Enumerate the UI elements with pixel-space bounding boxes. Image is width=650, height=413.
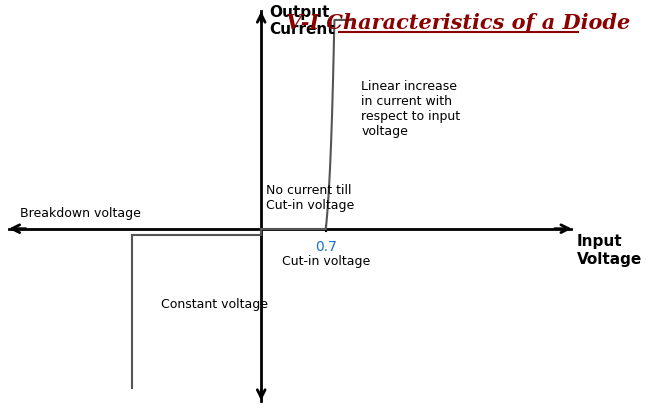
Text: V-I Characteristics of a Diode: V-I Characteristics of a Diode xyxy=(286,13,630,33)
Text: Breakdown voltage: Breakdown voltage xyxy=(20,206,141,219)
Text: Linear increase
in current with
respect to input
voltage: Linear increase in current with respect … xyxy=(361,80,460,138)
Text: Cut-in voltage: Cut-in voltage xyxy=(281,254,370,267)
Text: Constant voltage: Constant voltage xyxy=(161,297,268,310)
Text: No current till
Cut-in voltage: No current till Cut-in voltage xyxy=(266,184,355,212)
Text: Input
Voltage: Input Voltage xyxy=(577,234,642,266)
Text: Output
Current: Output Current xyxy=(269,5,335,37)
Text: 0.7: 0.7 xyxy=(315,239,337,253)
